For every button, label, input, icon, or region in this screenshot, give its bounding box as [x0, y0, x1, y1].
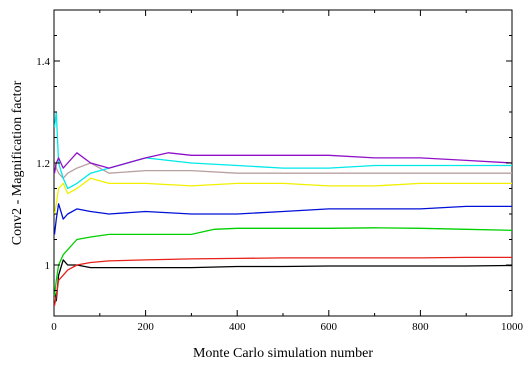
- series-line-2: [53, 256, 512, 306]
- tick-layer: 0 200 400 600 800 1000 1 1.2 1.4: [36, 9, 524, 333]
- y-axis-label: Conv2 - Magnification factor: [10, 80, 25, 245]
- series-line-5: [53, 177, 512, 215]
- x-tick-label: 0: [51, 321, 57, 333]
- plot-frame: [53, 9, 513, 317]
- series-layer: [53, 111, 513, 306]
- x-tick-label: 800: [412, 321, 429, 333]
- x-axis-label: Monte Carlo simulation number: [193, 346, 373, 361]
- x-tick-label: 400: [229, 321, 246, 333]
- y-tick-label: 1.2: [36, 158, 50, 170]
- series-line-7: [53, 111, 512, 190]
- series-line-4: [53, 203, 512, 235]
- y-tick-label: 1: [45, 260, 51, 272]
- y-tick-label: 1.4: [36, 56, 50, 68]
- x-tick-label: 200: [137, 321, 154, 333]
- series-line-1: [53, 259, 513, 302]
- series-line-3: [53, 227, 513, 296]
- series-line-6: [53, 162, 512, 179]
- x-tick-label: 1000: [501, 321, 524, 333]
- x-tick-label: 600: [321, 321, 338, 333]
- series-line-8: [53, 152, 513, 174]
